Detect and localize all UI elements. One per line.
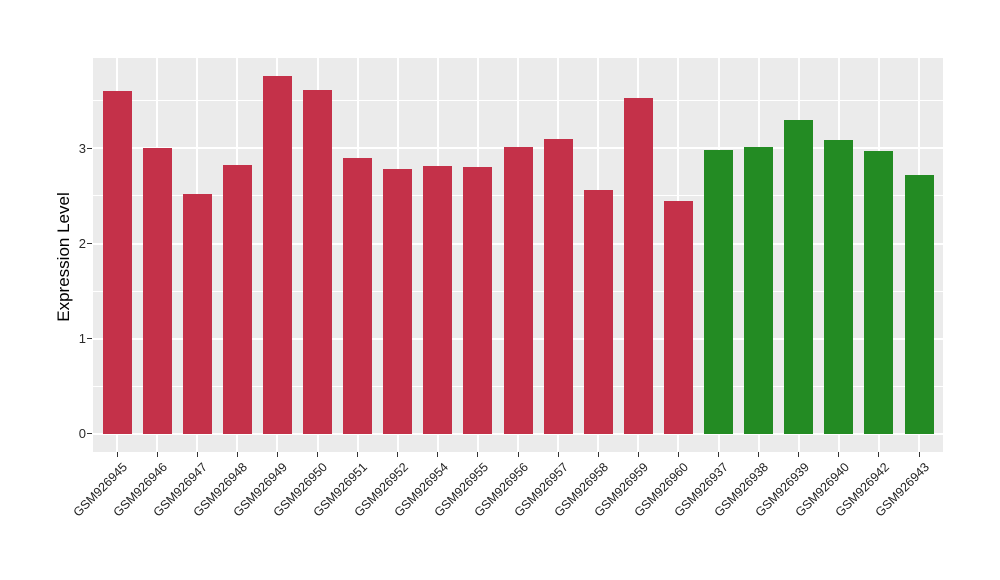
- bar: [864, 151, 894, 434]
- bar: [503, 147, 533, 434]
- x-tick-mark: [276, 452, 278, 457]
- y-tick-mark: [87, 433, 92, 435]
- x-tick-mark: [357, 452, 359, 457]
- bar: [343, 157, 373, 434]
- y-tick-mark: [87, 243, 92, 245]
- bar: [463, 167, 493, 434]
- bar: [623, 97, 653, 434]
- bar: [583, 190, 613, 434]
- y-axis-tick-label: 1: [78, 331, 86, 347]
- x-tick-mark: [798, 452, 800, 457]
- bar: [744, 146, 774, 434]
- y-tick-mark: [87, 147, 92, 149]
- bar: [663, 200, 693, 434]
- x-tick-mark: [677, 452, 679, 457]
- x-tick-mark: [878, 452, 880, 457]
- y-axis-tick-label: 3: [78, 140, 86, 156]
- bar: [423, 165, 453, 434]
- bar: [303, 90, 332, 434]
- bar: [824, 139, 854, 434]
- x-tick-mark: [236, 452, 238, 457]
- bar: [142, 148, 172, 434]
- bar: [543, 138, 573, 434]
- x-tick-mark: [156, 452, 158, 457]
- x-tick-mark: [397, 452, 399, 457]
- bar: [904, 175, 934, 434]
- x-tick-mark: [557, 452, 559, 457]
- y-axis-tick-label: 2: [78, 236, 86, 252]
- x-tick-mark: [477, 452, 479, 457]
- bar: [222, 164, 252, 434]
- x-tick-mark: [918, 452, 920, 457]
- x-tick-mark: [317, 452, 318, 457]
- x-tick-mark: [196, 452, 198, 457]
- x-tick-mark: [116, 452, 118, 457]
- x-tick-mark: [517, 452, 519, 457]
- bar: [182, 194, 212, 434]
- bar: [383, 169, 413, 434]
- x-tick-mark: [597, 452, 599, 457]
- plot-panel: [93, 58, 943, 452]
- x-tick-mark: [758, 452, 760, 457]
- y-axis-tick-label: 0: [78, 426, 86, 442]
- y-tick-mark: [87, 338, 92, 340]
- bar: [262, 76, 292, 434]
- x-tick-mark: [838, 452, 840, 457]
- x-tick-mark: [437, 452, 439, 457]
- x-tick-mark: [718, 452, 719, 457]
- bar: [102, 91, 132, 434]
- bar: [704, 150, 733, 434]
- bar: [784, 119, 814, 434]
- x-tick-mark: [637, 452, 639, 457]
- y-axis-title: Expression Level: [54, 192, 73, 322]
